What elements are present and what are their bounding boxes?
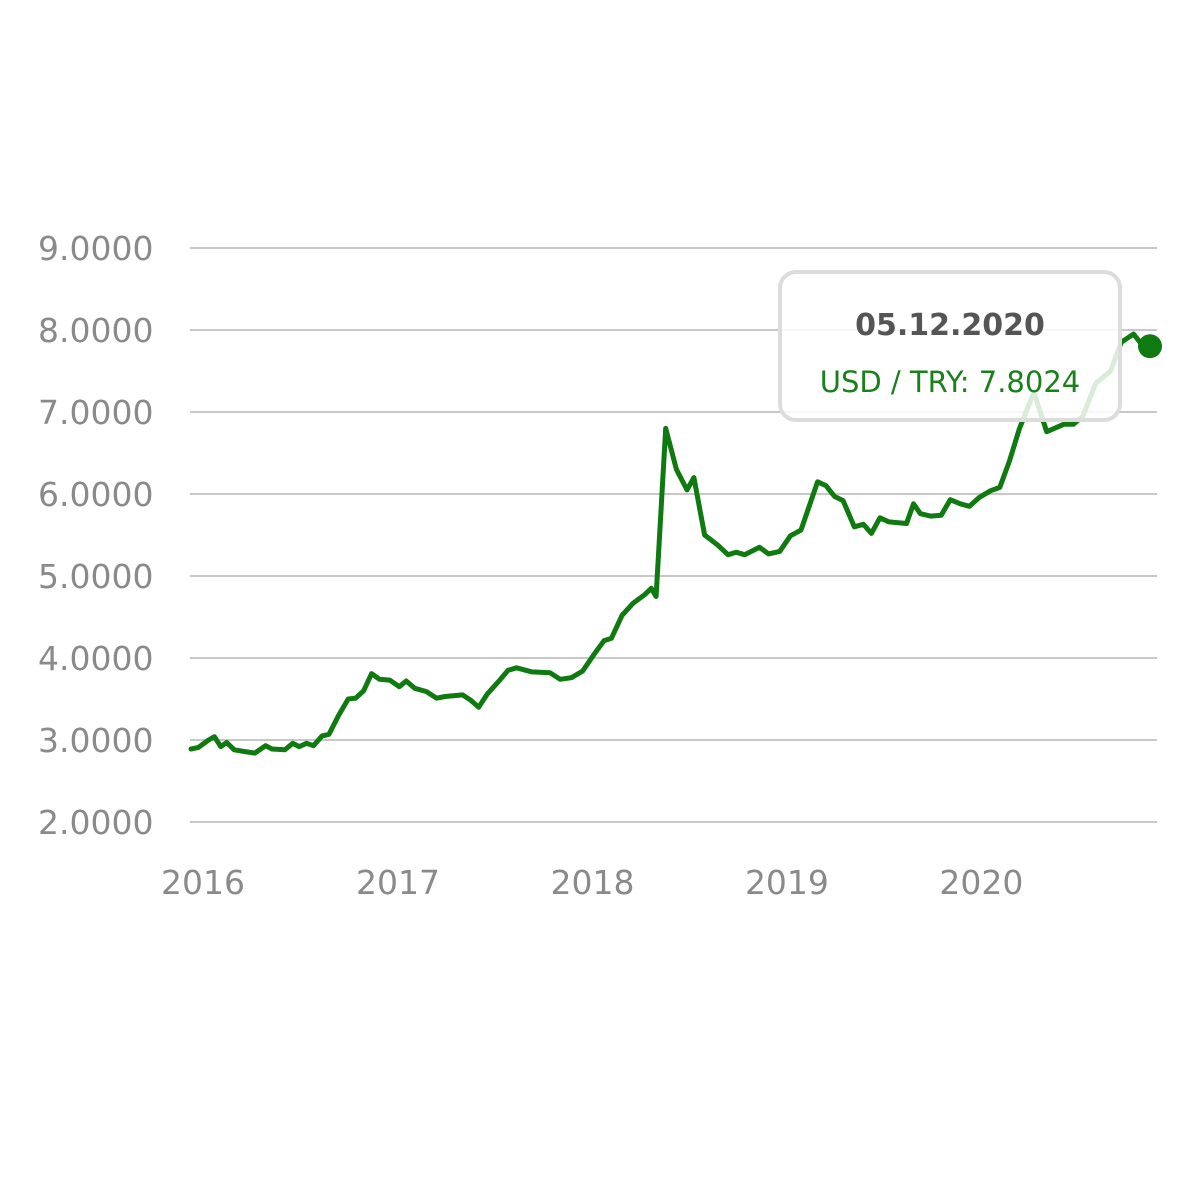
y-tick-label: 9.0000 bbox=[38, 229, 153, 268]
y-tick-label: 8.0000 bbox=[38, 311, 153, 350]
y-tick-label: 2.0000 bbox=[38, 803, 153, 842]
highlighted-data-point[interactable] bbox=[1138, 334, 1163, 359]
x-tick-label: 2017 bbox=[356, 863, 440, 902]
x-tick-label: 2020 bbox=[939, 863, 1023, 902]
y-tick-label: 4.0000 bbox=[38, 639, 153, 678]
y-tick-label: 3.0000 bbox=[38, 721, 153, 760]
series-line-usd-try bbox=[188, 331, 1153, 756]
x-axis-ticks: 2016 2017 2018 2019 2020 bbox=[161, 863, 1023, 902]
y-tick-label: 6.0000 bbox=[38, 475, 153, 514]
gridlines bbox=[190, 247, 1157, 823]
x-tick-label: 2018 bbox=[550, 863, 634, 902]
y-axis-ticks: 2.0000 3.0000 4.0000 5.0000 6.0000 7.0000 8.00… bbox=[38, 229, 153, 842]
y-tick-label: 7.0000 bbox=[38, 393, 153, 432]
y-tick-label: 5.0000 bbox=[38, 557, 153, 596]
x-tick-label: 2019 bbox=[745, 863, 829, 902]
data-tooltip: 05.12.2020 USD / TRY: 7.8024 bbox=[778, 270, 1122, 422]
tooltip-value: USD / TRY: 7.8024 bbox=[819, 365, 1081, 399]
tooltip-date: 05.12.2020 bbox=[855, 308, 1045, 343]
x-tick-label: 2016 bbox=[161, 863, 245, 902]
